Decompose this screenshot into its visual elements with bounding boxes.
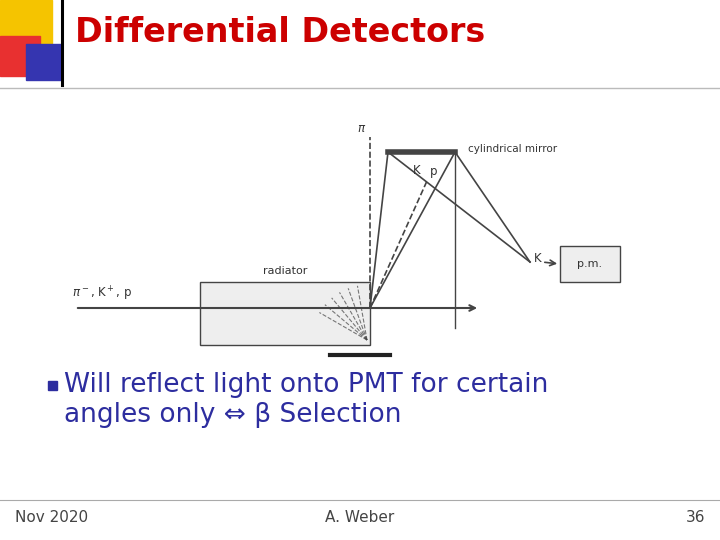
Text: 36: 36: [685, 510, 705, 525]
Text: Will reflect light onto PMT for certain: Will reflect light onto PMT for certain: [64, 372, 549, 398]
Text: Nov 2020: Nov 2020: [15, 510, 88, 525]
Text: K: K: [534, 253, 541, 266]
Bar: [48, 381, 57, 390]
Text: p: p: [430, 165, 437, 179]
Bar: [26, 44, 62, 80]
Text: $\pi^-$, K$^+$, p: $\pi^-$, K$^+$, p: [72, 285, 132, 303]
Bar: [0, 0, 52, 50]
Text: angles only ⇔ β Selection: angles only ⇔ β Selection: [64, 402, 402, 428]
Text: A. Weber: A. Weber: [325, 510, 395, 525]
Bar: [560, 246, 620, 282]
Text: $\pi$: $\pi$: [357, 122, 366, 135]
Text: cylindrical mirror: cylindrical mirror: [468, 144, 557, 154]
Bar: [0, 36, 40, 76]
Text: K: K: [413, 164, 420, 177]
Text: Differential Detectors: Differential Detectors: [75, 16, 485, 49]
Text: radiator: radiator: [263, 266, 307, 276]
Text: p.m.: p.m.: [577, 259, 603, 269]
Bar: [200, 282, 370, 345]
